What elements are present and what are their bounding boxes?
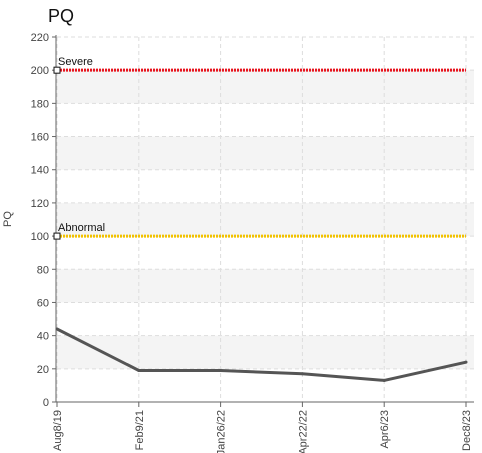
y-tick-label: 0 bbox=[43, 397, 49, 409]
y-tick-label: 200 bbox=[31, 65, 49, 77]
series-line bbox=[56, 327, 467, 382]
data-point bbox=[300, 372, 304, 376]
y-tick-label: 220 bbox=[31, 32, 49, 44]
background-band bbox=[57, 136, 474, 170]
reference-marker bbox=[53, 66, 61, 74]
y-tick-label: 120 bbox=[31, 198, 49, 210]
y-tick-label: 20 bbox=[37, 364, 49, 376]
data-point bbox=[464, 360, 468, 364]
background-band bbox=[57, 269, 474, 303]
background-band bbox=[57, 335, 474, 369]
y-tick-label: 140 bbox=[31, 165, 49, 177]
y-tick-labels: 0 20 40 60 80 100 120 140 160 180 200 220 bbox=[31, 32, 49, 409]
y-tick-label: 100 bbox=[31, 231, 49, 243]
reference-marker bbox=[53, 232, 61, 240]
data-point bbox=[55, 327, 59, 331]
y-tick-label: 80 bbox=[37, 264, 49, 276]
data-point bbox=[382, 378, 386, 382]
y-axis-label: PQ bbox=[2, 211, 14, 227]
chart-title: PQ bbox=[48, 6, 75, 26]
data-point bbox=[137, 368, 141, 372]
grid-lines bbox=[56, 36, 474, 403]
x-tick-label: Feb9/21 bbox=[134, 410, 146, 450]
x-tick-label: Apr22/22 bbox=[297, 410, 309, 453]
x-tick-label: Apr6/23 bbox=[379, 410, 391, 449]
background-band bbox=[57, 202, 474, 237]
background-bands bbox=[57, 70, 474, 369]
y-tick-label: 60 bbox=[37, 297, 49, 309]
background-band bbox=[57, 70, 474, 104]
reference-lines: Severe Abnormal bbox=[53, 56, 466, 240]
y-tick-label: 160 bbox=[31, 132, 49, 144]
data-series bbox=[55, 327, 468, 382]
reference-line-label: Abnormal bbox=[58, 222, 105, 234]
y-tick-label: 40 bbox=[37, 331, 49, 343]
x-tick-label: Jan26/22 bbox=[216, 410, 228, 453]
axes bbox=[52, 35, 474, 407]
data-point bbox=[219, 368, 223, 372]
reference-line-label: Severe bbox=[58, 56, 93, 68]
y-tick-label: 180 bbox=[31, 98, 49, 110]
x-tick-label: Dec8/23 bbox=[461, 410, 473, 451]
x-tick-labels: Aug8/19 Feb9/21 Jan26/22 Apr22/22 Apr6/23 Dec… bbox=[52, 410, 473, 453]
x-tick-label: Aug8/19 bbox=[52, 410, 64, 451]
